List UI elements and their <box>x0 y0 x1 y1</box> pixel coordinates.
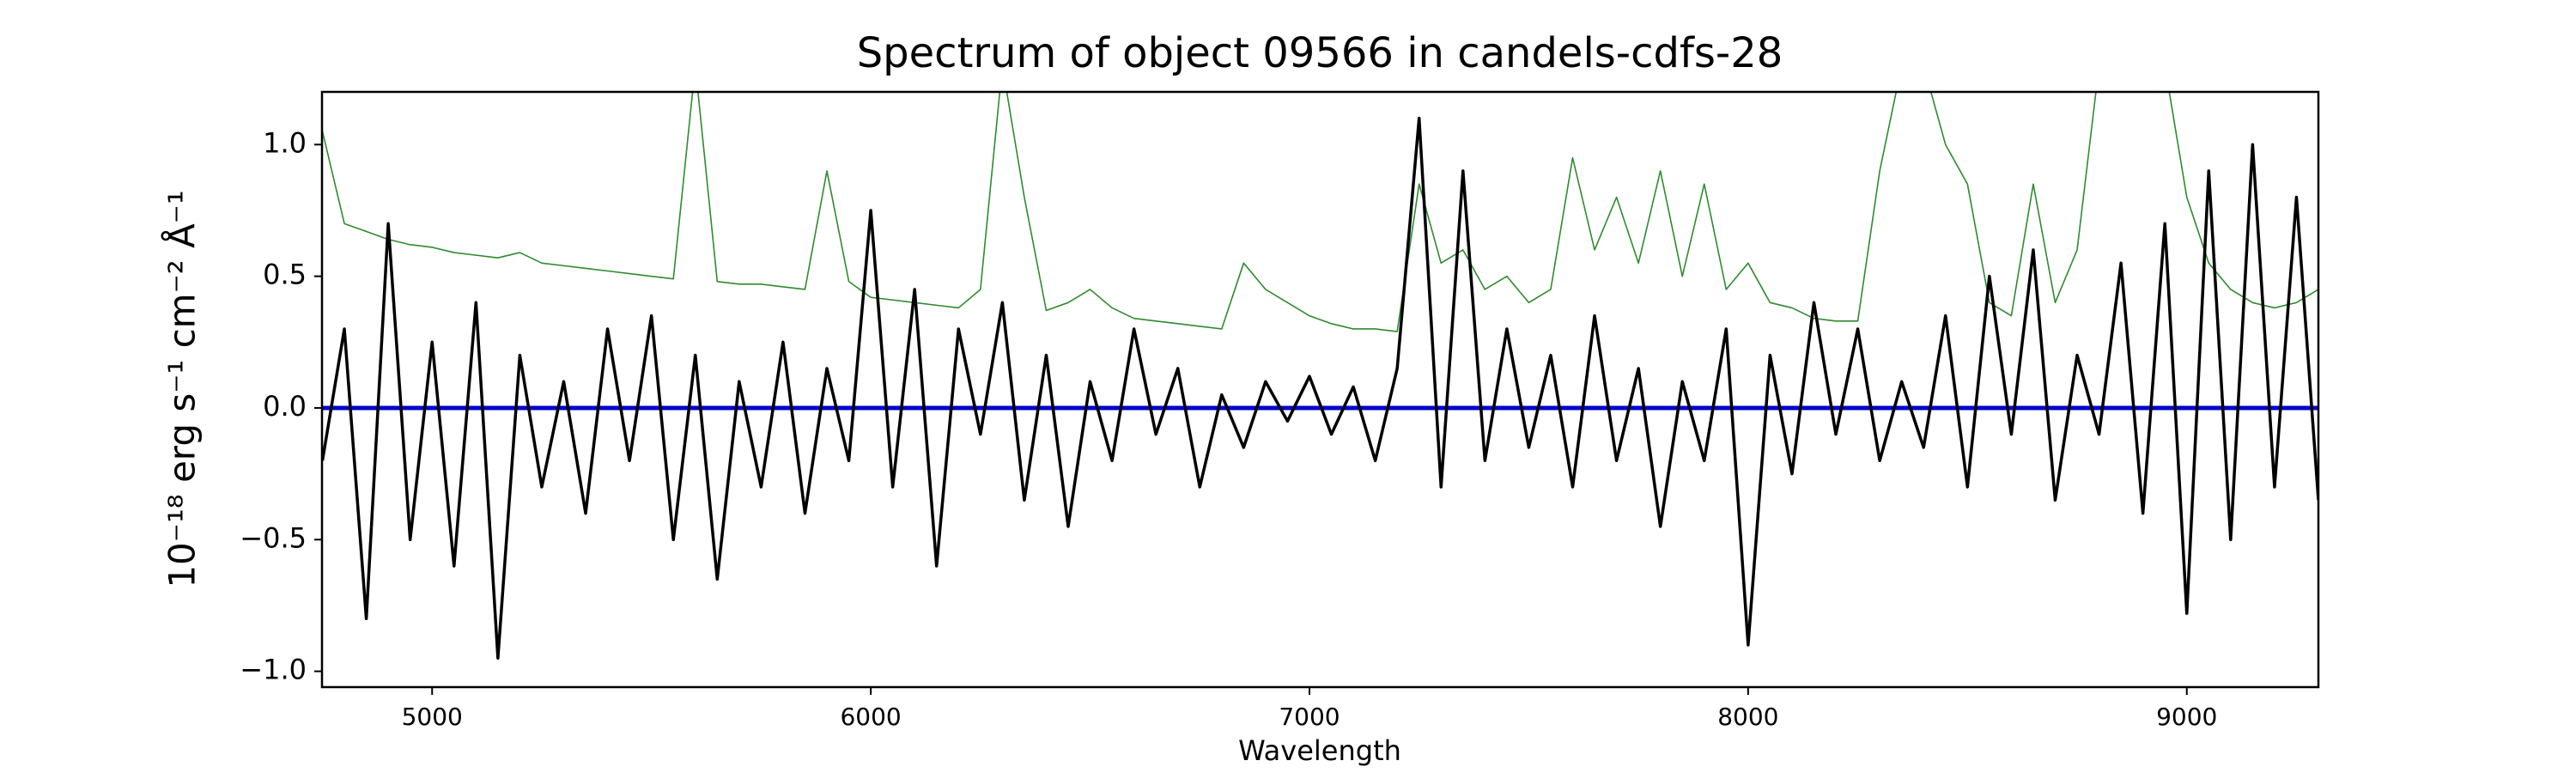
plot-area <box>322 92 2318 660</box>
x-axis-label: Wavelength <box>1238 734 1401 767</box>
y-tick-label: −1.0 <box>240 654 307 686</box>
x-tick-label: 5000 <box>402 703 463 731</box>
x-tick-label: 7000 <box>1279 703 1340 731</box>
series-line <box>322 92 2318 332</box>
y-tick-label: 0.0 <box>263 390 307 423</box>
x-tick-label: 6000 <box>840 703 901 731</box>
chart-title: Spectrum of object 09566 in candels-cdfs… <box>857 29 1783 77</box>
series-line <box>322 116 2318 660</box>
x-tick-label: 8000 <box>1717 703 1778 731</box>
y-tick-label: 1.0 <box>263 126 307 159</box>
y-tick-label: 0.5 <box>263 259 307 291</box>
x-tick-label: 9000 <box>2156 703 2217 731</box>
y-axis-label: 10⁻¹⁸ erg s⁻¹ cm⁻² Å⁻¹ <box>161 190 204 587</box>
plot-frame <box>320 90 2320 689</box>
y-tick-label: −0.5 <box>240 521 307 554</box>
